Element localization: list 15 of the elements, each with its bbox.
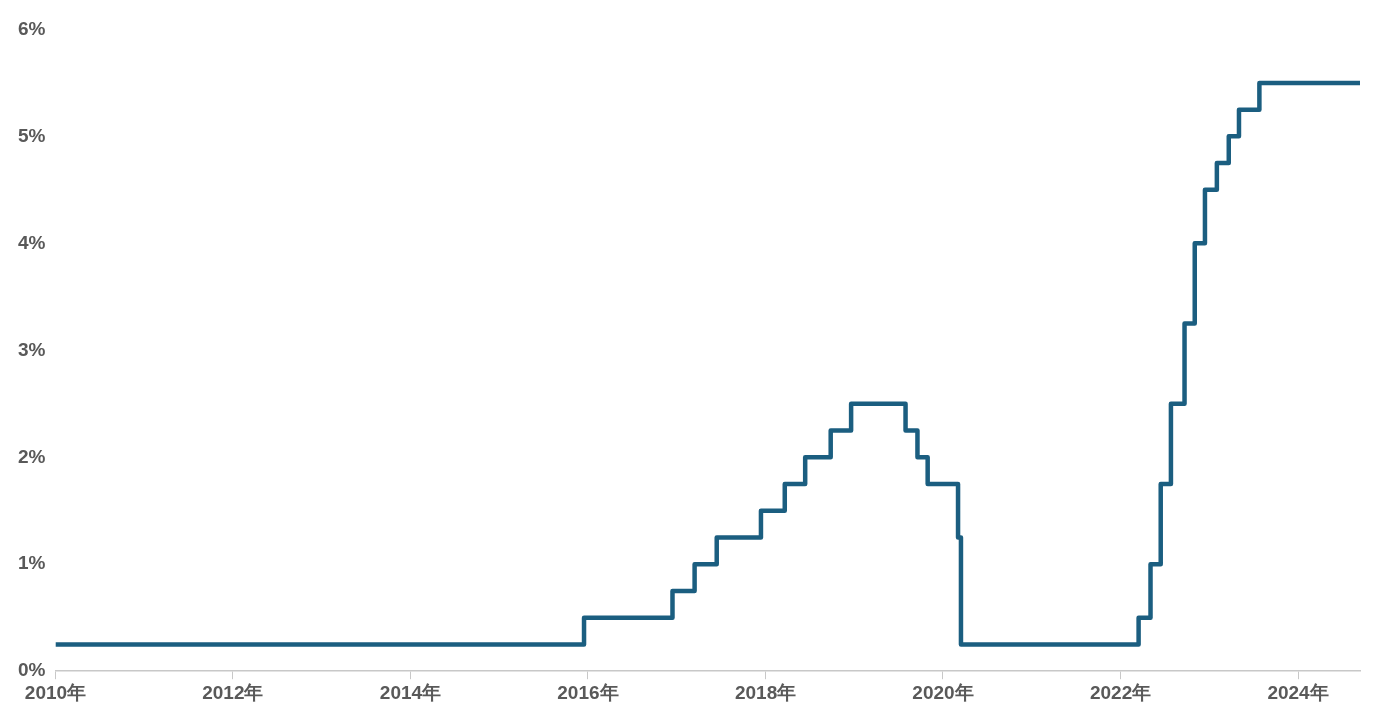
x-tick-label: 2020年: [912, 681, 974, 703]
x-tick-label: 2016年: [557, 681, 619, 703]
x-tick-label: 2018年: [734, 681, 797, 703]
x-tick-label: 2012年: [202, 681, 264, 703]
y-tick-label: 0%: [17, 659, 46, 681]
y-tick-label: 3%: [17, 338, 46, 360]
x-tick-label: 2014年: [379, 681, 442, 703]
y-tick-label: 4%: [17, 231, 46, 253]
y-tick-label: 5%: [17, 124, 46, 146]
x-tick-label: 2024年: [1267, 681, 1329, 703]
y-tick-label: 6%: [17, 17, 46, 39]
x-tick-label: 2010年: [24, 681, 87, 703]
y-tick-label: 2%: [17, 445, 46, 467]
y-tick-label: 1%: [17, 552, 46, 574]
x-tick-label: 2022年: [1089, 681, 1152, 703]
